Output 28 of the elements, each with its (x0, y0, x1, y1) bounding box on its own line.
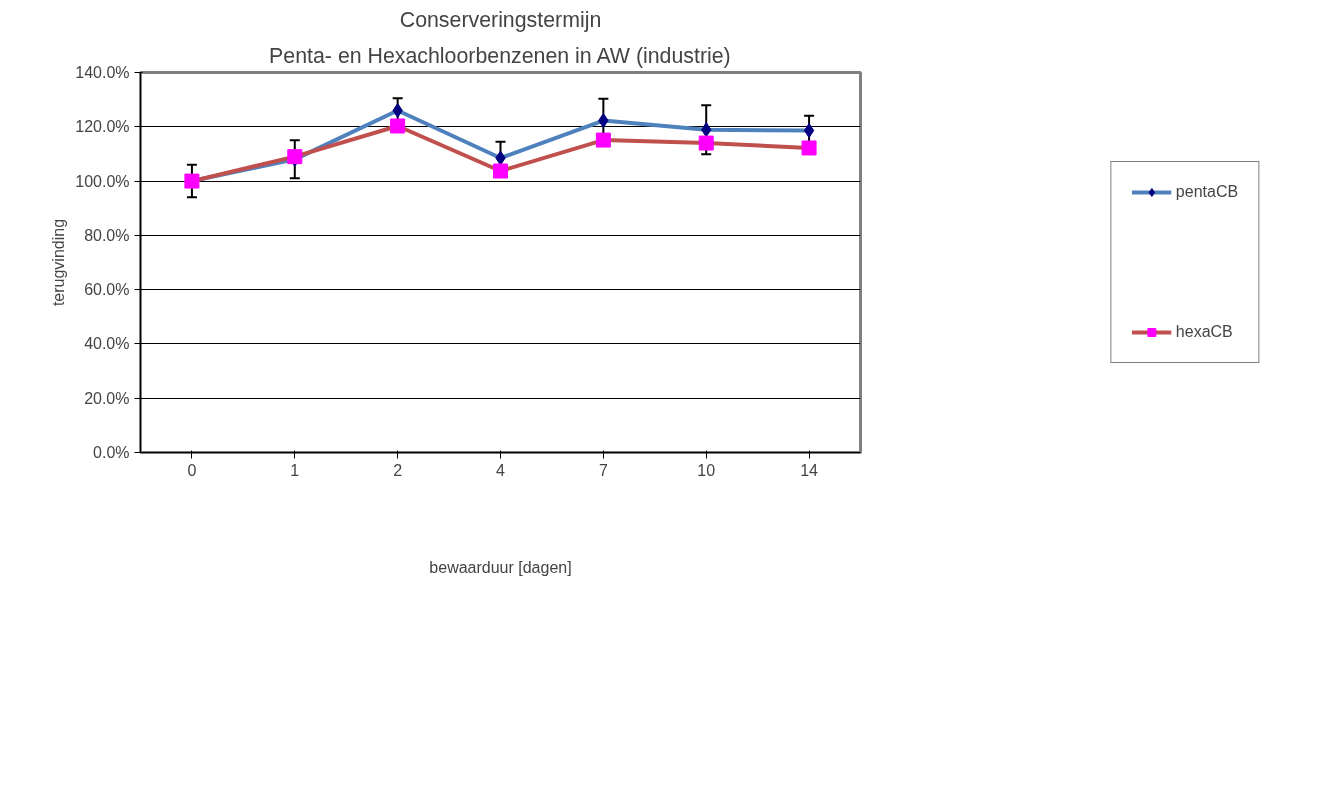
y-tick-label: 80.0% (84, 226, 130, 244)
point (390, 118, 406, 134)
legend-label: hexaCB (1175, 323, 1233, 341)
x-tick-label: 7 (598, 461, 608, 479)
y-tick-label: 60.0% (84, 281, 130, 299)
legend-label: pentaCB (1175, 183, 1239, 201)
y-tick-label: 20.0% (84, 389, 130, 407)
point (803, 123, 815, 139)
x-tick-label: 2 (393, 461, 403, 479)
chart-title: Conserveringstermijn (399, 7, 602, 32)
x-axis-title: bewaarduur [dagen] (429, 558, 572, 576)
x-tick-label: 1 (290, 461, 300, 479)
point (493, 163, 508, 179)
x-tick-label: 4 (496, 461, 506, 479)
point (801, 140, 817, 156)
x-tick-label: 0 (187, 461, 197, 479)
chart-subtitle: Penta- en Hexachloorbenzenen in AW (industrie) (269, 43, 731, 68)
y-tick-label: 140.0% (75, 64, 130, 81)
y-tick-label: 120.0% (75, 118, 130, 136)
point (698, 135, 714, 151)
x-tick-label: 14 (800, 461, 819, 479)
y-axis-title: terugvinding (50, 218, 68, 307)
y-tick-label: 40.0% (84, 335, 130, 353)
y-tick-label: 0.0% (93, 444, 130, 461)
y-tick-label: 100.0% (75, 172, 130, 190)
x-tick-label: 10 (697, 461, 716, 479)
point (392, 103, 403, 118)
point (595, 132, 611, 148)
